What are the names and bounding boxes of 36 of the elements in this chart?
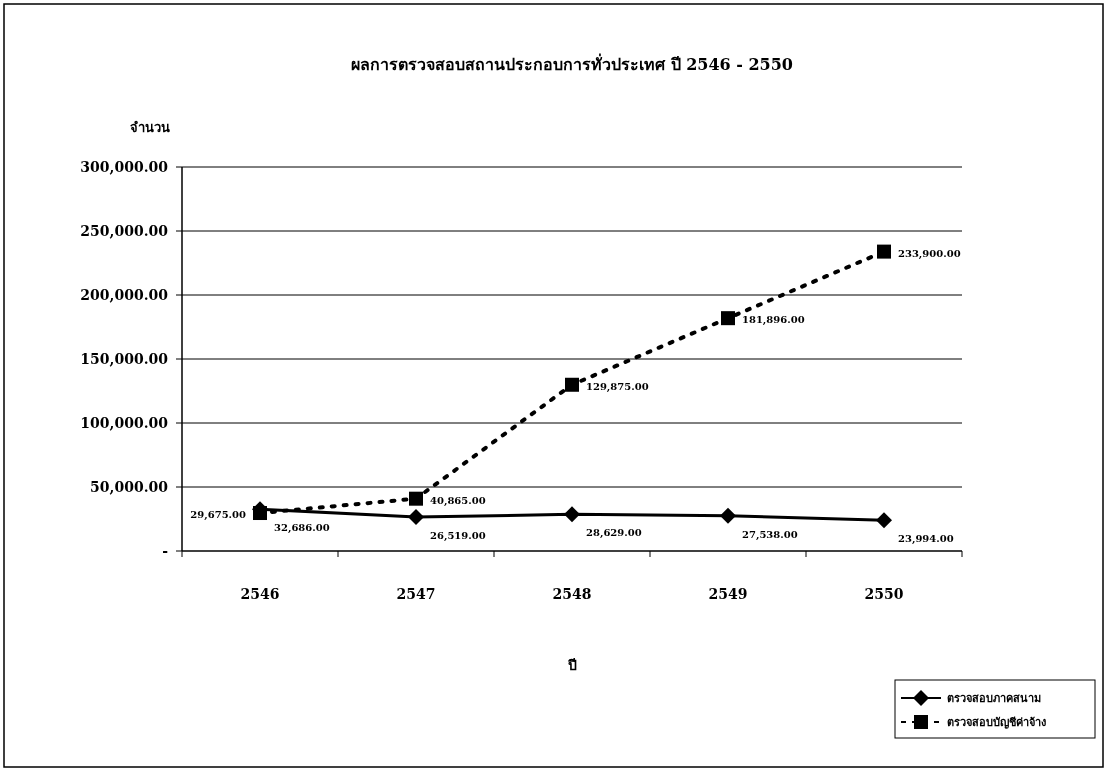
x-axis-title: ปี <box>566 657 577 673</box>
y-axis-title: จำนวน <box>130 120 170 135</box>
data-label: 233,900.00 <box>898 247 961 260</box>
x-tick-label: 2550 <box>864 586 904 602</box>
x-tick-label: 2546 <box>240 586 280 602</box>
y-tick-label: 200,000.00 <box>80 287 169 303</box>
point <box>253 506 267 521</box>
data-label: 129,875.00 <box>586 380 649 393</box>
legend-label: ตรวจสอบบัญชีค่าจ้าง <box>947 716 1046 729</box>
data-label: 26,519.00 <box>430 530 486 543</box>
point <box>409 491 423 506</box>
y-tick-label: 300,000.00 <box>80 159 169 175</box>
data-label: 181,896.00 <box>742 314 805 327</box>
point <box>721 311 735 326</box>
data-label: 40,865.00 <box>430 494 486 507</box>
data-label: 27,538.00 <box>742 528 798 541</box>
data-label: 28,629.00 <box>586 527 642 540</box>
legend-label: ตรวจสอบภาคสนาม <box>947 692 1041 705</box>
y-tick-label: - <box>162 543 169 559</box>
x-tick-label: 2549 <box>708 586 748 602</box>
point <box>408 509 424 526</box>
x-tick-label: 2547 <box>396 586 436 602</box>
x-tick-label: 2548 <box>552 586 592 602</box>
y-tick-label: 50,000.00 <box>90 479 169 495</box>
point <box>565 377 579 392</box>
y-tick-label: 150,000.00 <box>80 351 169 367</box>
data-label: 32,686.00 <box>274 522 330 535</box>
point <box>720 507 736 524</box>
y-tick-label: 100,000.00 <box>80 415 169 431</box>
point <box>877 244 891 259</box>
chart-title: ผลการตรวจสอบสถานประกอบการทั่วประเทศ ปี 2546 - 2550 <box>351 53 793 74</box>
data-label: 23,994.00 <box>898 533 954 546</box>
point <box>564 506 580 523</box>
point <box>876 512 892 529</box>
y-tick-label: 250,000.00 <box>80 223 169 239</box>
data-label: 29,675.00 <box>190 509 247 522</box>
